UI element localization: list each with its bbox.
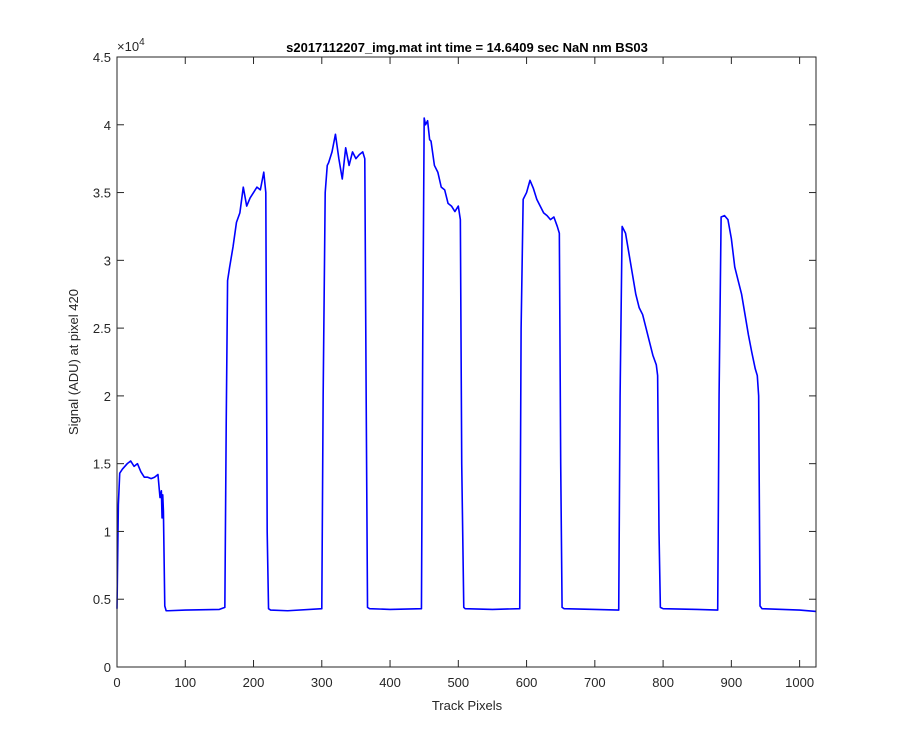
y-tick-label: 0 <box>104 660 111 675</box>
y-tick-label: 0.5 <box>93 592 111 607</box>
x-tick-label: 100 <box>174 675 196 690</box>
y-axis-label: Signal (ADU) at pixel 420 <box>66 289 81 435</box>
series-line-1 <box>116 117 817 613</box>
y-exponent-power: 4 <box>139 37 145 48</box>
plot-background <box>117 57 816 667</box>
x-axis-ticks: 0 100 200 300 400 500 600 700 800 900 1000 <box>113 57 814 690</box>
chart-title: s2017112207_img.mat int time = 14.6409 s… <box>286 40 648 55</box>
y-tick-label: 1.5 <box>93 457 111 472</box>
y-tick-label: 1 <box>104 524 111 539</box>
y-tick-label: 3.5 <box>93 186 111 201</box>
y-tick-label: 2.5 <box>93 321 111 336</box>
x-tick-label: 300 <box>311 675 333 690</box>
x-tick-label: 700 <box>584 675 606 690</box>
x-axis-label: Track Pixels <box>432 698 503 713</box>
x-tick-label: 600 <box>516 675 538 690</box>
x-tick-label: 500 <box>447 675 469 690</box>
y-tick-label: 4.5 <box>93 50 111 65</box>
y-tick-label: 2 <box>104 389 111 404</box>
y-axis-exponent: ×104 <box>117 37 145 54</box>
y-tick-label: 3 <box>104 253 111 268</box>
x-tick-label: 200 <box>243 675 265 690</box>
y-axis-ticks: 0 0.5 1 1.5 2 2.5 3 3.5 4 4.5 <box>93 50 816 675</box>
x-tick-label: 900 <box>721 675 743 690</box>
axes-layer <box>116 56 817 668</box>
x-tick-label: 800 <box>652 675 674 690</box>
x-tick-label: 1000 <box>785 675 814 690</box>
x-tick-label: 0 <box>113 675 120 690</box>
axes-box <box>116 56 817 668</box>
series-layer <box>116 117 817 613</box>
y-exponent-base: ×10 <box>117 39 139 54</box>
plot-area <box>117 57 816 667</box>
x-tick-label: 400 <box>379 675 401 690</box>
y-tick-label: 4 <box>104 118 111 133</box>
